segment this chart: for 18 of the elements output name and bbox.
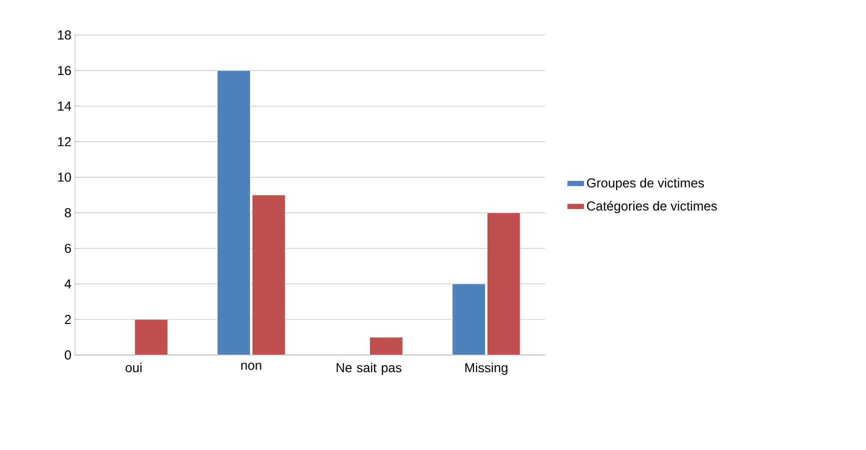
x-tick-label: Missing	[465, 362, 508, 375]
legend-label: Groupes de victimes	[587, 178, 704, 190]
y-tick-label: 18	[58, 30, 71, 40]
y-tick-label: 10	[58, 172, 71, 182]
y-tick-label: 6	[64, 244, 71, 253]
x-tick-label: oui	[126, 362, 142, 372]
x-tick-label: Ne sait pas	[336, 362, 402, 375]
x-tick-label: non	[241, 362, 262, 370]
y-tick-label: 16	[58, 66, 71, 76]
legend-label: Catégories de victimes	[587, 200, 717, 214]
y-tick-label: 4	[64, 279, 72, 288]
y-tick-label: 12	[58, 137, 71, 146]
bar	[134, 319, 168, 356]
y-tick-label: 2	[64, 314, 71, 324]
y-tick-label: 14	[58, 102, 72, 111]
bar	[370, 337, 403, 356]
y-tick-label: 8	[64, 208, 71, 218]
y-tick-label: 0	[64, 350, 71, 360]
